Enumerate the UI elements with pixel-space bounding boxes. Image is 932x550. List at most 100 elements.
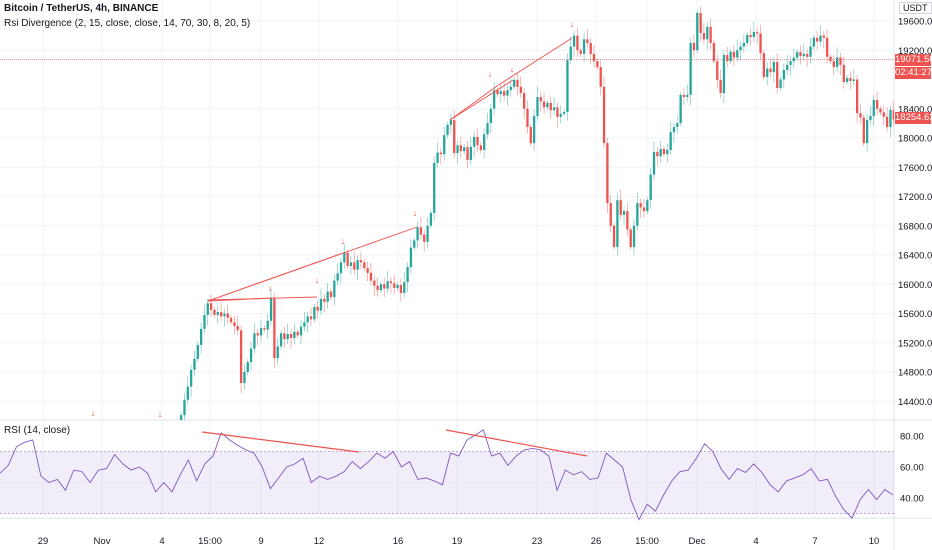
time-tick-label: 15:00 xyxy=(635,536,659,547)
candle-body xyxy=(183,399,186,416)
price-tick-label: 18000.00 xyxy=(898,134,932,145)
candle-body xyxy=(682,94,686,98)
candle-body xyxy=(842,64,845,83)
candle-body xyxy=(526,108,529,128)
candle-body xyxy=(309,316,313,320)
candle-body xyxy=(393,283,396,288)
candle-body xyxy=(453,120,456,153)
candle-body xyxy=(712,42,716,62)
price-tick-label: 15600.00 xyxy=(898,309,932,320)
price-tick-label: 14400.00 xyxy=(898,397,932,408)
down-arrow-icon: ↓ xyxy=(91,408,96,418)
time-tick-label: 7 xyxy=(812,536,817,547)
candle-body xyxy=(706,26,709,40)
candle-body xyxy=(349,262,353,266)
candle-body xyxy=(642,207,646,212)
candle-body xyxy=(742,42,746,47)
candle-body xyxy=(513,79,516,87)
price-tick-label: 19200.00 xyxy=(898,46,932,57)
candle-body xyxy=(463,147,466,152)
price-tick-label: 18400.00 xyxy=(898,104,932,115)
candle-body xyxy=(263,328,266,330)
candle-body xyxy=(276,346,279,359)
candle-body xyxy=(429,212,433,226)
candle-body xyxy=(749,34,752,38)
candle-body xyxy=(652,151,656,175)
candle-body xyxy=(809,46,812,57)
candle-body xyxy=(552,107,556,111)
currency-label[interactable]: USDT xyxy=(899,2,932,14)
candle-body xyxy=(586,39,589,43)
candle-body xyxy=(606,143,609,204)
time-tick-label: 4 xyxy=(753,536,758,547)
candle-body xyxy=(719,79,722,94)
candle-body xyxy=(852,79,855,81)
candle-body xyxy=(689,42,692,95)
candle-body xyxy=(646,200,649,212)
rsi-tick-label: 80.00 xyxy=(900,432,924,443)
price-tick-label: 17200.00 xyxy=(898,192,932,203)
divergence-line xyxy=(449,85,498,121)
rsi-title: RSI (14, close) xyxy=(4,425,71,436)
time-tick-label: 10 xyxy=(869,536,880,547)
candle-body xyxy=(286,333,289,340)
time-tick-label: Dec xyxy=(689,536,706,547)
candle-body xyxy=(709,26,712,43)
candle-body xyxy=(736,50,739,58)
candle-body xyxy=(726,55,729,62)
time-tick-label: 19 xyxy=(452,536,463,547)
candle-body xyxy=(789,61,792,65)
down-arrow-icon: ↓ xyxy=(413,208,418,218)
countdown-badge: 02:41:27 xyxy=(895,67,932,79)
candle-body xyxy=(589,42,592,54)
candle-body xyxy=(446,124,449,136)
candle-body xyxy=(556,107,559,117)
candle-body xyxy=(579,50,582,54)
candle-body xyxy=(802,53,806,57)
candle-body xyxy=(256,333,259,336)
candle-body xyxy=(273,298,276,359)
candle-body xyxy=(839,57,842,65)
candle-body xyxy=(326,291,329,302)
candle-body xyxy=(469,146,473,160)
candle-body xyxy=(849,78,852,81)
down-arrow-icon: ↓ xyxy=(570,19,575,29)
candle-body xyxy=(626,211,629,230)
candle-body xyxy=(602,86,606,144)
candle-body xyxy=(722,55,726,94)
candle-body xyxy=(459,145,463,152)
candle-body xyxy=(542,101,546,108)
candle-body xyxy=(872,99,875,117)
time-tick-label: 29 xyxy=(38,536,49,547)
candle-body xyxy=(203,314,206,329)
candle-body xyxy=(496,90,499,95)
candle-body xyxy=(672,127,676,133)
candle-body xyxy=(716,61,719,80)
candle-body xyxy=(702,33,706,40)
candle-body xyxy=(812,37,815,47)
candle-body xyxy=(816,37,819,42)
candle-body xyxy=(566,60,569,113)
candle-body xyxy=(536,97,539,117)
candle-body xyxy=(503,91,506,96)
candle-body xyxy=(829,56,832,62)
candle-body xyxy=(756,31,759,34)
candle-body xyxy=(836,57,839,68)
candle-body xyxy=(416,227,419,241)
candle-body xyxy=(236,325,239,331)
candle-body xyxy=(379,284,383,291)
candle-body xyxy=(865,120,869,144)
candle-body xyxy=(299,326,303,336)
candle-body xyxy=(343,252,346,263)
candle-body xyxy=(313,306,316,320)
time-tick-label: 9 xyxy=(258,536,263,547)
candle-body xyxy=(609,203,612,226)
candle-body xyxy=(209,303,213,310)
time-tick-label: Nov xyxy=(94,536,111,547)
candle-body xyxy=(303,322,306,327)
candle-body xyxy=(862,117,865,144)
candle-body xyxy=(739,46,742,51)
candle-body xyxy=(433,162,436,213)
candle-body xyxy=(729,51,732,62)
